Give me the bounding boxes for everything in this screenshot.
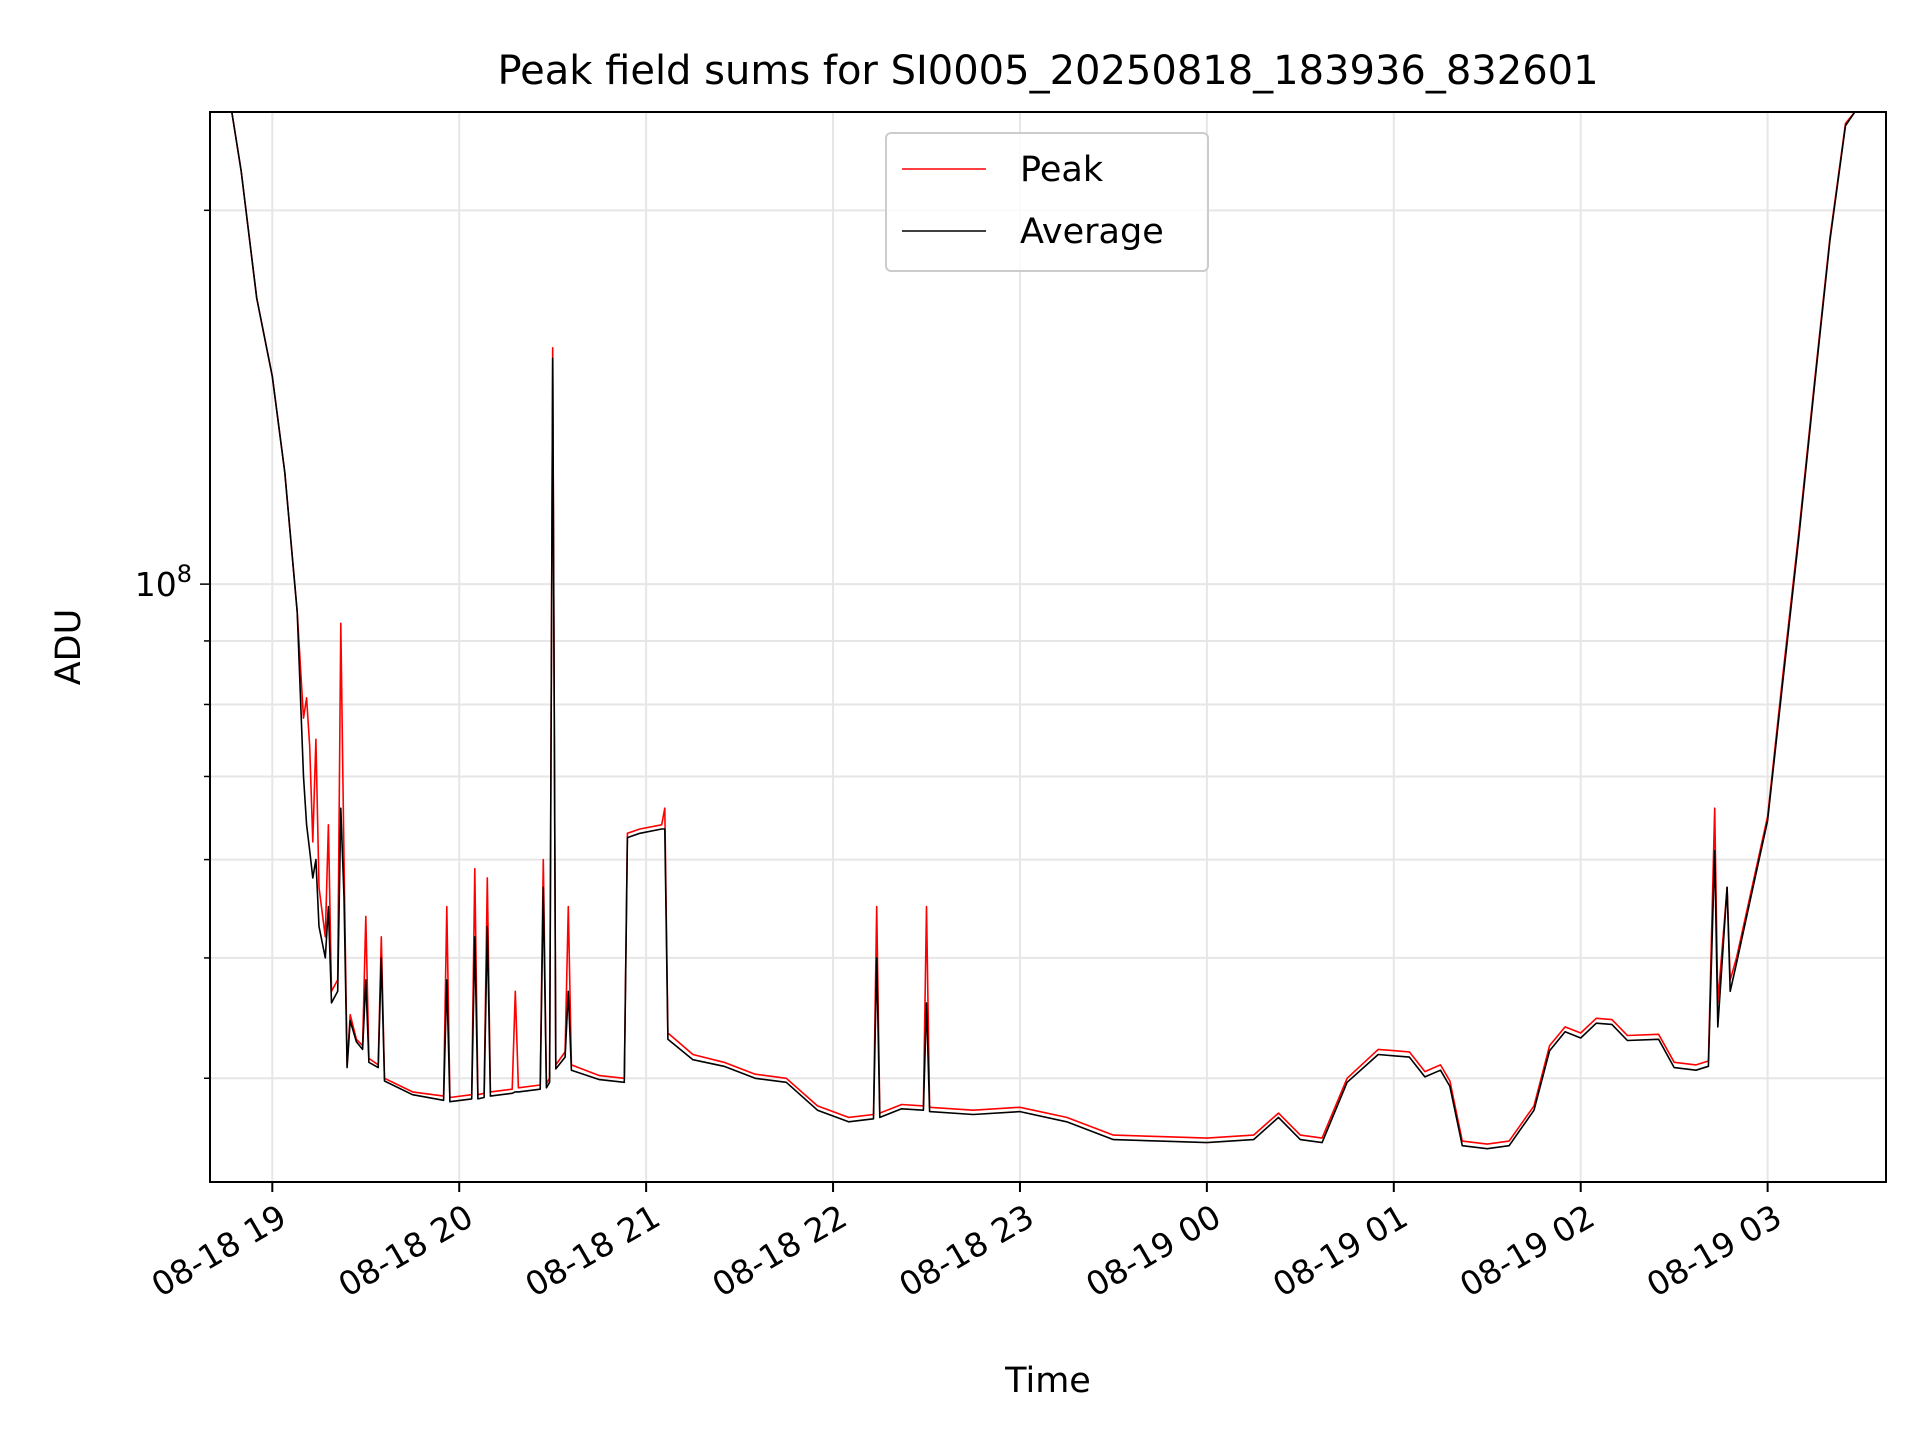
grid	[210, 112, 1886, 1182]
y-tick-label: 108	[135, 560, 192, 604]
legend-box	[885, 132, 1209, 272]
y-tick-label-base: 10	[135, 565, 177, 604]
legend-label-average: Average	[1020, 212, 1164, 252]
chart-title: Peak field sums for SI0005_20250818_1839…	[497, 48, 1598, 94]
series-line-average	[210, 111, 1886, 1150]
y-axis-label: ADU	[49, 609, 89, 686]
plot-frame	[209, 111, 1887, 1183]
y-axis: 108	[135, 209, 210, 1080]
x-axis-label: Time	[1004, 1361, 1091, 1401]
legend: Peak Average	[885, 132, 1209, 272]
legend-label-peak: Peak	[1020, 150, 1104, 190]
y-tick-label-exponent: 8	[177, 560, 192, 588]
series-layer	[210, 111, 1886, 1150]
